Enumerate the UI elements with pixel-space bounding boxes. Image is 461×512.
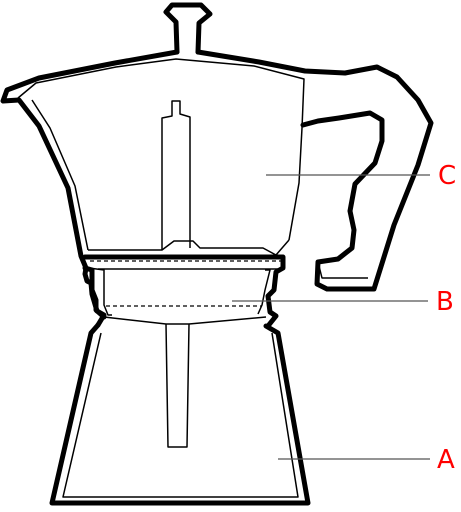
handle — [300, 64, 434, 292]
upper-chamber-outline — [0, 49, 348, 328]
funnel-plate — [103, 316, 267, 325]
center-collar — [82, 254, 286, 329]
handle-inner — [317, 261, 368, 279]
label-b: B — [436, 287, 454, 317]
funnel-tube — [165, 323, 190, 448]
collar-inner — [88, 267, 271, 316]
lid-knob — [163, 2, 213, 55]
upper-chamber-floor — [88, 239, 290, 256]
upper-standpipe — [161, 100, 191, 250]
upper-chamber-inner — [17, 58, 305, 251]
label-c: C — [438, 161, 456, 191]
boiler-outline — [49, 322, 311, 506]
boiler-inner — [62, 332, 299, 498]
label-a: A — [437, 445, 455, 475]
